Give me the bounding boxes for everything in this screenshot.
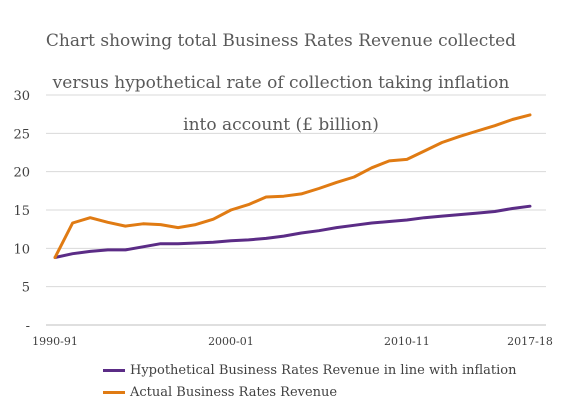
chart-title: Chart showing total Business Rates Reven… (0, 10, 562, 157)
y-tick-label: 10 (13, 242, 30, 257)
legend-label-actual: Actual Business Rates Revenue (130, 384, 338, 400)
chart-legend: Hypothetical Business Rates Revenue in l… (103, 359, 517, 403)
series-line-hypothetical (53, 204, 532, 259)
legend-item-actual: Actual Business Rates Revenue (103, 381, 517, 403)
chart-title-line-1: Chart showing total Business Rates Reven… (45, 31, 517, 51)
x-tick-label: 2010-11 (384, 335, 430, 348)
series-lines (53, 113, 532, 259)
legend-swatch-hypothetical (103, 368, 125, 372)
y-tick-label: 20 (13, 166, 30, 181)
y-tick-label: 25 (13, 127, 30, 142)
x-tick-label: 1990-91 (32, 335, 78, 348)
axes: - 5 10 15 20 25 30 1990-91 2000-01 2010-11 2017-18 (13, 89, 552, 348)
legend-swatch-actual (103, 390, 125, 394)
y-tick-label: 30 (13, 89, 30, 104)
y-tick-label: - (26, 319, 30, 334)
legend-label-hypothetical: Hypothetical Business Rates Revenue in l… (130, 362, 517, 378)
y-tick-label: 5 (22, 281, 30, 296)
y-tick-label: 15 (13, 204, 30, 219)
legend-item-hypothetical: Hypothetical Business Rates Revenue in l… (103, 359, 517, 381)
chart-title-line-2: versus hypothetical rate of collection t… (52, 73, 510, 93)
gridlines (46, 94, 546, 288)
x-tick-label: 2000-01 (208, 335, 254, 348)
chart-title-line-3: into account (£ billion) (183, 115, 379, 135)
series-line-actual (53, 113, 532, 259)
x-tick-label: 2017-18 (507, 335, 553, 348)
